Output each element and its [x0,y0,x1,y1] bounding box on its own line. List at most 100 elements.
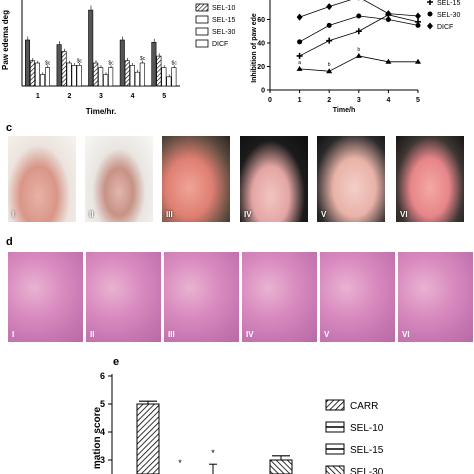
data-point [326,3,333,11]
x-tick-label: 2 [327,97,331,104]
bar [76,65,82,87]
data-point [326,22,332,28]
panel-c-label: c [6,122,13,134]
bar-annotation: $c [77,58,83,64]
legend-swatch [325,399,345,411]
legend-label: SEL-15 [350,445,384,456]
legend-label: SEL-30 [212,29,235,36]
legend-label: DICF [212,41,228,48]
histology-label: III [168,330,175,339]
histology-image: VI [398,252,473,342]
paw-photo: VI [396,136,464,222]
bar [171,67,177,87]
x-tick-label: 2 [67,93,71,100]
significance-marker: * [211,448,215,458]
y-tick-label: 5 [100,399,105,409]
data-point [326,37,333,44]
legend-swatch [195,39,209,48]
x-tick-label: 0 [268,97,272,104]
x-axis-label: Time/hr. [86,107,117,116]
legend-label: SEL-30 [350,467,384,474]
histology-image: I [8,252,83,342]
bar [24,39,30,87]
y-axis-label: Paw edema deg [1,10,10,70]
bar [29,60,35,87]
histology-image: III [164,252,239,342]
bar [156,55,162,87]
legend-label: SEL-30 [437,12,460,19]
data-point [385,58,392,64]
y-tick-label: 6 [100,371,105,381]
paw-photo: I [8,136,76,222]
bar [56,44,62,87]
bar [166,76,172,87]
histology-image: II [86,252,161,342]
data-point [355,28,362,35]
x-tick-label: 3 [99,93,103,100]
histology-label: II [90,330,95,339]
data-point [326,68,333,74]
bar [93,62,99,87]
y-tick-label: 20 [257,64,265,71]
bar [61,51,67,87]
paw-photo-label: III [166,210,173,219]
data-point [415,58,421,64]
x-tick-label: 5 [416,97,420,104]
bar [139,62,145,87]
bar [103,74,109,87]
data-point [358,0,360,1]
data-point [415,22,421,28]
paw-photo-label: V [321,210,327,219]
bar-annotation: $c [140,56,146,62]
paw-photo: II [85,136,153,222]
bar [124,60,130,87]
bar [66,62,72,87]
series-line [299,0,419,18]
data-point [296,65,303,71]
bar [161,67,167,87]
y-tick-label: 60 [257,17,265,24]
data-point [427,22,433,30]
bar-annotation: $c [45,61,51,67]
bar [269,459,293,474]
y-tick-label: 3 [100,455,105,465]
panel-e-label: e [113,356,120,368]
data-point [427,0,433,5]
bar [34,62,40,87]
point-annotation: a [298,60,301,66]
paw-photo: III [162,136,230,222]
bar [134,71,140,87]
legend-swatch [325,465,345,474]
x-tick-label: 4 [131,93,135,100]
x-tick-label: 3 [357,97,361,104]
paw-photo: V [317,136,385,222]
paw-photo-label: I [12,210,15,219]
paw-photo-label: IV [244,210,252,219]
data-point [296,52,303,59]
bar [44,67,50,87]
bar [71,65,77,87]
bar [88,9,94,87]
histology-label: V [324,330,330,339]
legend-label: SEL-10 [350,423,384,434]
paw-photo-label: VI [400,210,408,219]
x-tick-label: 4 [386,97,390,104]
data-point [355,52,362,58]
y-tick-label: 4 [100,427,105,437]
x-axis-label: Time/h [333,107,355,114]
x-tick-label: 1 [36,93,40,100]
bar [39,74,45,87]
legend-label: SEL-15 [212,17,235,24]
point-annotation: b [328,62,331,68]
legend-swatch [195,3,209,12]
bar [98,67,104,87]
data-point [415,12,421,20]
significance-marker: * [178,458,182,468]
histology-label: IV [246,330,254,339]
data-point [297,39,303,45]
data-point [385,10,392,18]
legend-label: SEL-10 [212,5,235,12]
panel-d-label: d [6,236,13,248]
series-line [299,55,418,72]
